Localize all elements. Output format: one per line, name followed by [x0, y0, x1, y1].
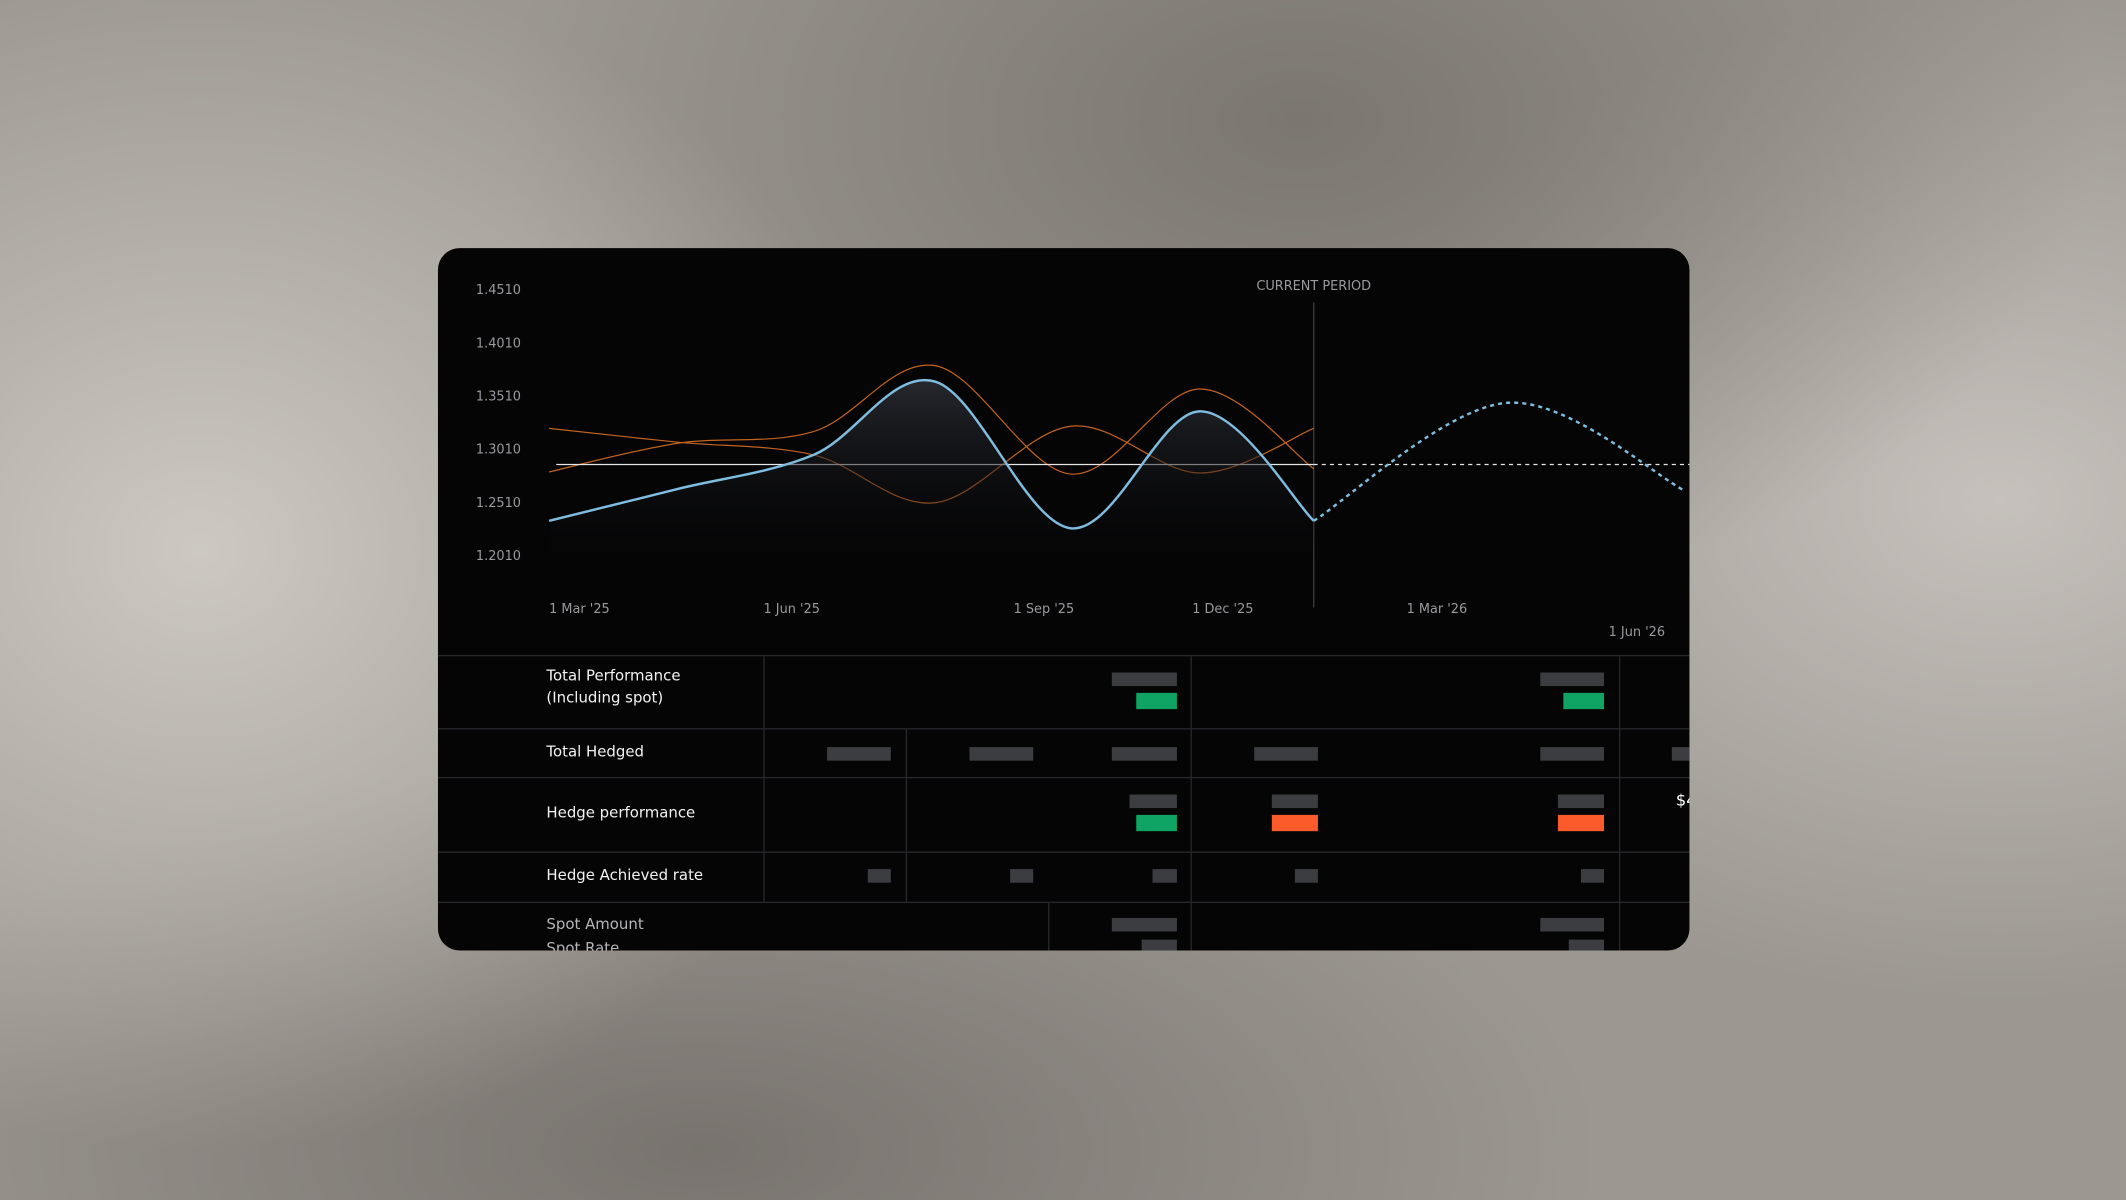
x-tick-label: 1 Jun '26 — [1609, 625, 1665, 640]
x-tick-label: 1 Sep '25 — [1014, 602, 1075, 617]
row-label: Total Hedged — [546, 743, 644, 761]
series-line — [1313, 401, 1686, 522]
y-tick-label: 1.2510 — [476, 496, 521, 511]
row-label: Total Performance (Including spot) — [546, 667, 681, 707]
chart: 1.4510 1.4010 1.3510 1.3010 1.2510 1.2010 1 Ma… — [476, 279, 1690, 640]
area — [549, 380, 1314, 574]
y-tick-label: 1.3010 — [476, 443, 521, 458]
table-row: Total Hedged — [437, 728, 1690, 779]
row-label: Spot Rate — [546, 939, 620, 951]
x-tick-label: 1 Mar '26 — [1407, 602, 1468, 617]
y-tick-label: 1.4010 — [476, 336, 521, 351]
card: 1.4510 1.4010 1.3510 1.3010 1.2510 1.2010 1 Ma… — [437, 248, 1690, 951]
y-tick-label: 1.2010 — [476, 549, 521, 564]
series-line — [549, 364, 1315, 475]
table-row: Spot Amount Spot Rate — [437, 901, 1690, 951]
row-label: Hedge Achieved rate — [546, 866, 704, 885]
cell-value: $4 — [1675, 790, 1690, 810]
y-tick-label: 1.3510 — [476, 390, 521, 405]
series-line — [548, 378, 1315, 530]
x-tick-label: 1 Jun '25 — [764, 602, 820, 617]
x-tick-label: 1 Dec '25 — [1192, 602, 1253, 617]
annotation: CURRENT PERIOD — [1256, 279, 1371, 294]
x-tick-label: 1 Mar '25 — [549, 602, 610, 617]
table-row: Hedge performance $4 — [437, 776, 1690, 853]
table-row: Total Performance (Including spot) — [437, 654, 1690, 730]
table-row: Hedge Achieved rate — [437, 851, 1690, 904]
row-label: Hedge performance — [546, 804, 696, 822]
y-tick-label: 1.4510 — [476, 283, 521, 298]
row-label: Spot Amount — [546, 915, 644, 933]
